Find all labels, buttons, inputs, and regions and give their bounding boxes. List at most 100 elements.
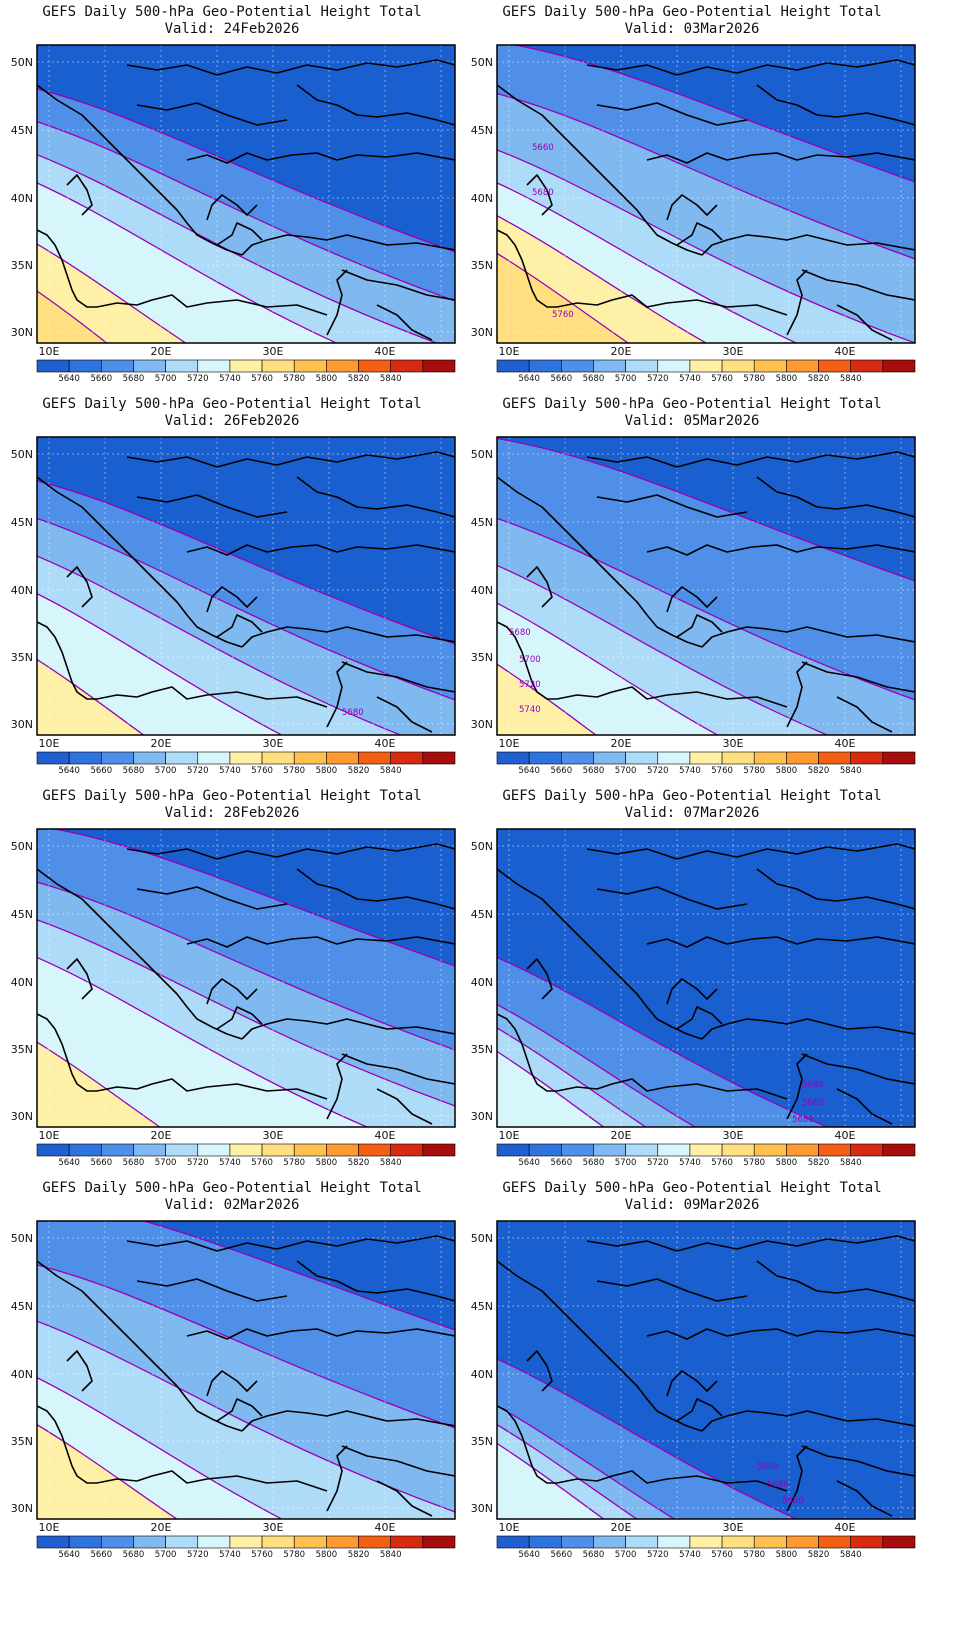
lat-label: 40N <box>471 1368 493 1381</box>
lat-label: 45N <box>471 516 493 529</box>
contour-line <box>497 92 915 260</box>
colorbar-swatch <box>293 359 327 373</box>
lat-label: 35N <box>471 1043 493 1056</box>
colorbar-label: 5760 <box>251 1550 273 1560</box>
lat-label: 45N <box>11 516 33 529</box>
contour-line <box>497 1358 798 1519</box>
lat-label: 35N <box>11 259 33 272</box>
colorbar-swatch <box>358 1535 391 1549</box>
colorbar-swatch <box>689 751 723 765</box>
colorbar-label: 5820 <box>348 374 370 384</box>
contour-label: 5680 <box>342 708 364 718</box>
lat-label: 45N <box>11 908 33 921</box>
colorbar-swatch <box>561 1143 594 1157</box>
panel-valid-date: Valid: 03Mar2026 <box>624 21 760 37</box>
lon-label: 20E <box>611 1521 632 1534</box>
coastline <box>37 621 97 700</box>
panel-valid-date: Valid: 09Mar2026 <box>624 1197 760 1213</box>
colorbar-label: 5640 <box>58 766 80 776</box>
colorbar-label: 5780 <box>283 374 305 384</box>
map-panel: GEFS Daily 500-hPa Geo-Potential Height … <box>462 0 922 410</box>
colorbar-swatch <box>36 359 70 373</box>
height-map: 5640 5660 5680 50N 45N 40N 35N 30N 10E 20E 30E 40E 5… <box>471 1220 916 1560</box>
colorbar-label: 5840 <box>380 1158 402 1168</box>
colorbar-swatch <box>261 1143 295 1157</box>
contour-line <box>37 555 403 735</box>
colorbar-swatch <box>753 751 787 765</box>
colorbar-label: 5640 <box>518 766 540 776</box>
colorbar-swatch <box>133 1535 166 1549</box>
lat-label: 35N <box>471 651 493 664</box>
colorbar-swatch <box>261 359 295 373</box>
lon-label: 20E <box>151 345 172 358</box>
coastline <box>206 586 258 613</box>
colorbar-swatch <box>786 1535 819 1549</box>
map-frame <box>36 1220 456 1520</box>
contour-label: 5680 <box>509 628 531 638</box>
coastline <box>206 194 258 221</box>
lat-label: 45N <box>11 124 33 137</box>
contour-line <box>497 663 597 735</box>
coastline <box>136 102 288 126</box>
contour-line <box>497 437 915 582</box>
colorbar-label: 5780 <box>743 374 765 384</box>
colorbar-swatch <box>422 1143 456 1157</box>
colorbar-swatch <box>625 359 659 373</box>
contour-line <box>37 121 455 302</box>
coastline <box>216 1006 263 1030</box>
colorbar-swatch <box>326 751 359 765</box>
colorbar-label: 5820 <box>808 766 830 776</box>
colorbar-swatch <box>36 751 70 765</box>
colorbar-swatch <box>593 1143 626 1157</box>
lon-label: 30E <box>263 1521 284 1534</box>
lat-label: 50N <box>11 1232 33 1245</box>
colorbar-swatch <box>68 1143 102 1157</box>
lat-label: 30N <box>11 1110 33 1123</box>
contour-label: 5660 <box>767 1480 789 1490</box>
map-frame <box>496 44 916 344</box>
colorbar-label: 5740 <box>679 1550 701 1560</box>
colorbar-label: 5640 <box>518 374 540 384</box>
colorbar-swatch <box>165 1143 199 1157</box>
colorbar-label: 5800 <box>316 1550 338 1560</box>
coastline <box>376 304 433 341</box>
lon-label: 10E <box>39 345 60 358</box>
lon-label: 10E <box>499 1521 520 1534</box>
colorbar-swatch <box>229 751 263 765</box>
map-panel: GEFS Daily 500-hPa Geo-Potential Height … <box>462 1176 922 1586</box>
contour-line <box>497 1423 638 1519</box>
height-map: 5680 5660 5680 50N 45N 40N 35N 30N 10E 20E 30E 40E 5… <box>471 828 916 1168</box>
colorbar-swatch <box>229 1143 263 1157</box>
coastline <box>96 1470 328 1492</box>
colorbar-label: 5720 <box>647 1550 669 1560</box>
colorbar-swatch <box>657 751 691 765</box>
colorbar-label: 5640 <box>518 1158 540 1168</box>
coastline <box>836 1480 893 1517</box>
coastline <box>241 1410 455 1432</box>
contour-line <box>497 1442 605 1519</box>
colorbar-swatch <box>850 1143 884 1157</box>
contour-line <box>497 215 708 343</box>
colorbar-swatch <box>593 1535 626 1549</box>
colorbar-label: 5680 <box>583 766 605 776</box>
colorbar-label: 5700 <box>155 766 177 776</box>
coastline <box>206 1370 258 1397</box>
colorbar-swatch <box>197 751 231 765</box>
colorbar-label: 5780 <box>283 766 305 776</box>
coastline <box>596 494 748 518</box>
colorbar-swatch <box>786 1143 819 1157</box>
colorbar-label: 5660 <box>90 374 112 384</box>
colorbar-label: 5740 <box>679 1158 701 1168</box>
colorbar-swatch <box>818 359 851 373</box>
colorbar-label: 5800 <box>316 1158 338 1168</box>
colorbar-label: 5780 <box>283 1158 305 1168</box>
coastline <box>66 1350 93 1392</box>
colorbar-swatch <box>593 751 626 765</box>
coastline <box>186 152 455 164</box>
lon-label: 40E <box>375 737 396 750</box>
colorbar-swatch <box>36 1143 70 1157</box>
colorbar-swatch <box>326 1143 359 1157</box>
coastline <box>556 1078 788 1100</box>
coastline <box>326 269 348 336</box>
coastline <box>497 1260 703 1432</box>
